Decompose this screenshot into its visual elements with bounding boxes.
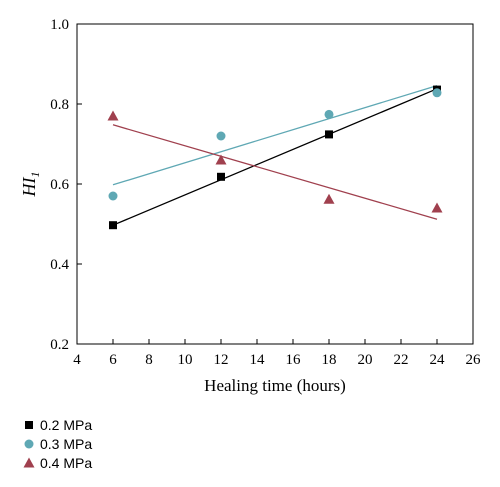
x-tick-label: 18 <box>322 352 337 368</box>
data-point-circle <box>432 88 442 98</box>
x-axis-ticks: 4 6 8 10 12 14 16 18 20 22 24 26 <box>73 339 481 368</box>
legend-marker-triangle <box>23 457 35 468</box>
x-tick-label: 12 <box>214 352 229 368</box>
y-tick-label: 0.6 <box>50 177 69 193</box>
data-point-triangle <box>107 110 119 121</box>
data-points <box>107 85 443 230</box>
x-tick-label: 6 <box>109 352 117 368</box>
plot-frame <box>76 23 474 345</box>
legend-label: 0.2 MPa <box>40 417 92 433</box>
y-axis-title: HI1 <box>19 172 42 198</box>
y-tick-label: 1.0 <box>50 17 69 33</box>
x-tick-label: 24 <box>430 352 446 368</box>
legend-marker-square <box>25 421 33 429</box>
y-tick-label: 0.8 <box>50 97 69 113</box>
x-tick-label: 4 <box>73 352 81 368</box>
x-tick-label: 26 <box>466 352 482 368</box>
legend-marker-circle <box>24 439 34 449</box>
svg-text:HI1: HI1 <box>19 172 42 198</box>
x-tick-label: 10 <box>178 352 193 368</box>
data-point-square <box>217 172 225 181</box>
y-axis-title-subscript: 1 <box>28 172 42 178</box>
fit-line-0-2-mpa <box>112 88 438 226</box>
data-point-square <box>109 221 117 230</box>
legend-label: 0.3 MPa <box>40 436 92 452</box>
y-axis-ticks: 0.2 0.4 0.6 0.8 1.0 <box>50 17 82 353</box>
data-point-circle <box>324 109 334 119</box>
data-point-circle <box>216 131 226 141</box>
y-axis-title-main: HI <box>19 177 39 198</box>
x-tick-label: 14 <box>250 352 266 368</box>
data-point-triangle <box>215 154 227 165</box>
fit-line-0-3-mpa <box>112 84 438 186</box>
legend-label: 0.4 MPa <box>40 455 92 471</box>
fit-line-0-4-mpa <box>112 124 438 220</box>
data-point-square <box>325 130 333 139</box>
x-axis-title: Healing time (hours) <box>204 376 346 395</box>
x-tick-label: 20 <box>358 352 373 368</box>
x-tick-label: 8 <box>145 352 153 368</box>
y-tick-label: 0.2 <box>50 337 69 353</box>
x-tick-label: 16 <box>286 352 302 368</box>
y-tick-label: 0.4 <box>50 257 69 273</box>
fit-lines <box>112 84 438 226</box>
x-tick-label: 22 <box>394 352 409 368</box>
data-point-triangle <box>323 193 335 204</box>
data-point-triangle <box>431 202 443 213</box>
data-point-circle <box>108 191 118 201</box>
legend: 0.2 MPa 0.3 MPa 0.4 MPa <box>23 417 92 471</box>
